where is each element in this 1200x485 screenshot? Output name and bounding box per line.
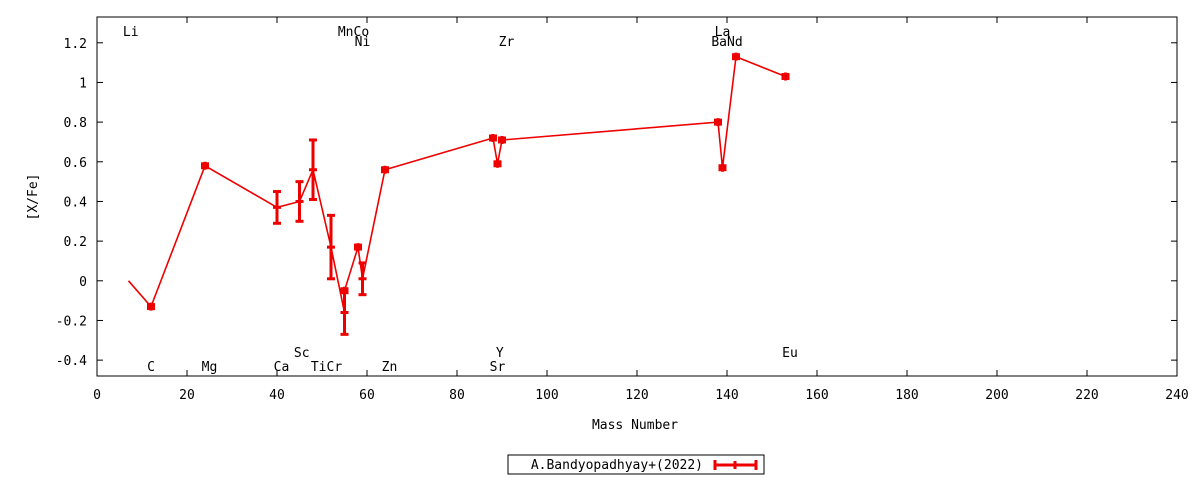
x-axis-label: Mass Number [592,418,678,433]
x-tick-label: 240 [1165,388,1188,403]
element-label: La [715,25,731,40]
y-tick-label: 0.6 [64,156,87,171]
data-point [309,138,317,201]
legend-marker [731,461,739,469]
x-tick-label: 180 [895,388,918,403]
point-marker [147,302,155,311]
point-marker [327,243,335,252]
legend-label: A.Bandyopadhyay+(2022) [531,458,703,473]
data-point [489,133,497,142]
data-point [493,159,502,168]
y-tick-label: -0.4 [56,354,87,369]
element-label: Ca [274,360,290,375]
point-marker [201,161,209,170]
data-point [718,163,727,172]
x-tick-label: 220 [1075,388,1098,403]
point-marker [498,135,506,144]
x-tick-label: 60 [359,388,375,403]
x-axis: 0 20 40 60 80 100 120 140 160 180 200 220 240 [93,17,1189,403]
point-marker [489,133,497,142]
point-marker [340,308,349,317]
element-label: MnCo [338,25,369,40]
data-point [340,286,349,295]
point-marker [354,243,362,252]
data-point [201,161,209,170]
data-point [732,52,740,61]
legend: A.Bandyopadhyay+(2022) [507,454,765,475]
point-marker [714,118,722,127]
x-tick-label: 120 [625,388,648,403]
point-marker [732,52,740,61]
element-label: Sc [294,346,310,361]
series-line [127,55,786,313]
element-label: TiCr [311,360,342,375]
x-tick-label: 140 [715,388,738,403]
legend-box [507,454,765,475]
x-tick-label: 160 [805,388,828,403]
series-layer [127,52,790,336]
point-marker [358,274,367,283]
x-tick-label: 100 [535,388,558,403]
point-marker [493,159,502,168]
data-point [327,213,335,281]
point-marker [340,286,349,295]
data-point [498,135,506,144]
data-point [354,243,362,252]
data-point [273,190,281,225]
y-tick-label: 0.2 [64,235,87,250]
x-tick-label: 80 [449,388,465,403]
element-label: Sr [490,360,506,375]
y-tick-label: 0 [79,275,87,290]
element-label: Ni [355,35,371,50]
data-point [358,261,367,297]
y-tick-label: 0.4 [64,195,88,210]
y-tick-label: 1 [79,76,87,91]
element-label: Zn [382,360,398,375]
element-label: Li [123,25,139,40]
data-point [147,302,155,311]
point-marker [295,197,304,206]
point-marker [781,72,790,81]
data-point [714,118,722,127]
y-tick-label: 0.8 [64,116,87,131]
x-tick-label: 40 [269,388,285,403]
element-label: Eu [782,346,798,361]
data-point [381,165,389,174]
y-tick-label: -0.2 [56,314,87,329]
point-marker [273,203,281,212]
element-label: C [147,360,155,375]
element-label: BaNd [711,35,742,50]
x-tick-label: 200 [985,388,1008,403]
point-marker [381,165,389,174]
data-point [781,72,790,81]
y-axis: -0.4 -0.2 0 0.2 0.4 0.6 0.8 1 1.2 [56,37,1177,369]
point-marker [309,165,317,174]
element-label: Mg [202,360,218,375]
data-point [295,180,304,223]
point-marker [718,163,727,172]
y-tick-label: 1.2 [64,37,87,52]
element-label: Zr [499,35,515,50]
x-tick-label: 0 [93,388,101,403]
element-label: Y [496,346,504,361]
x-tick-label: 20 [179,388,195,403]
y-axis-label: [X/Fe] [26,174,41,221]
